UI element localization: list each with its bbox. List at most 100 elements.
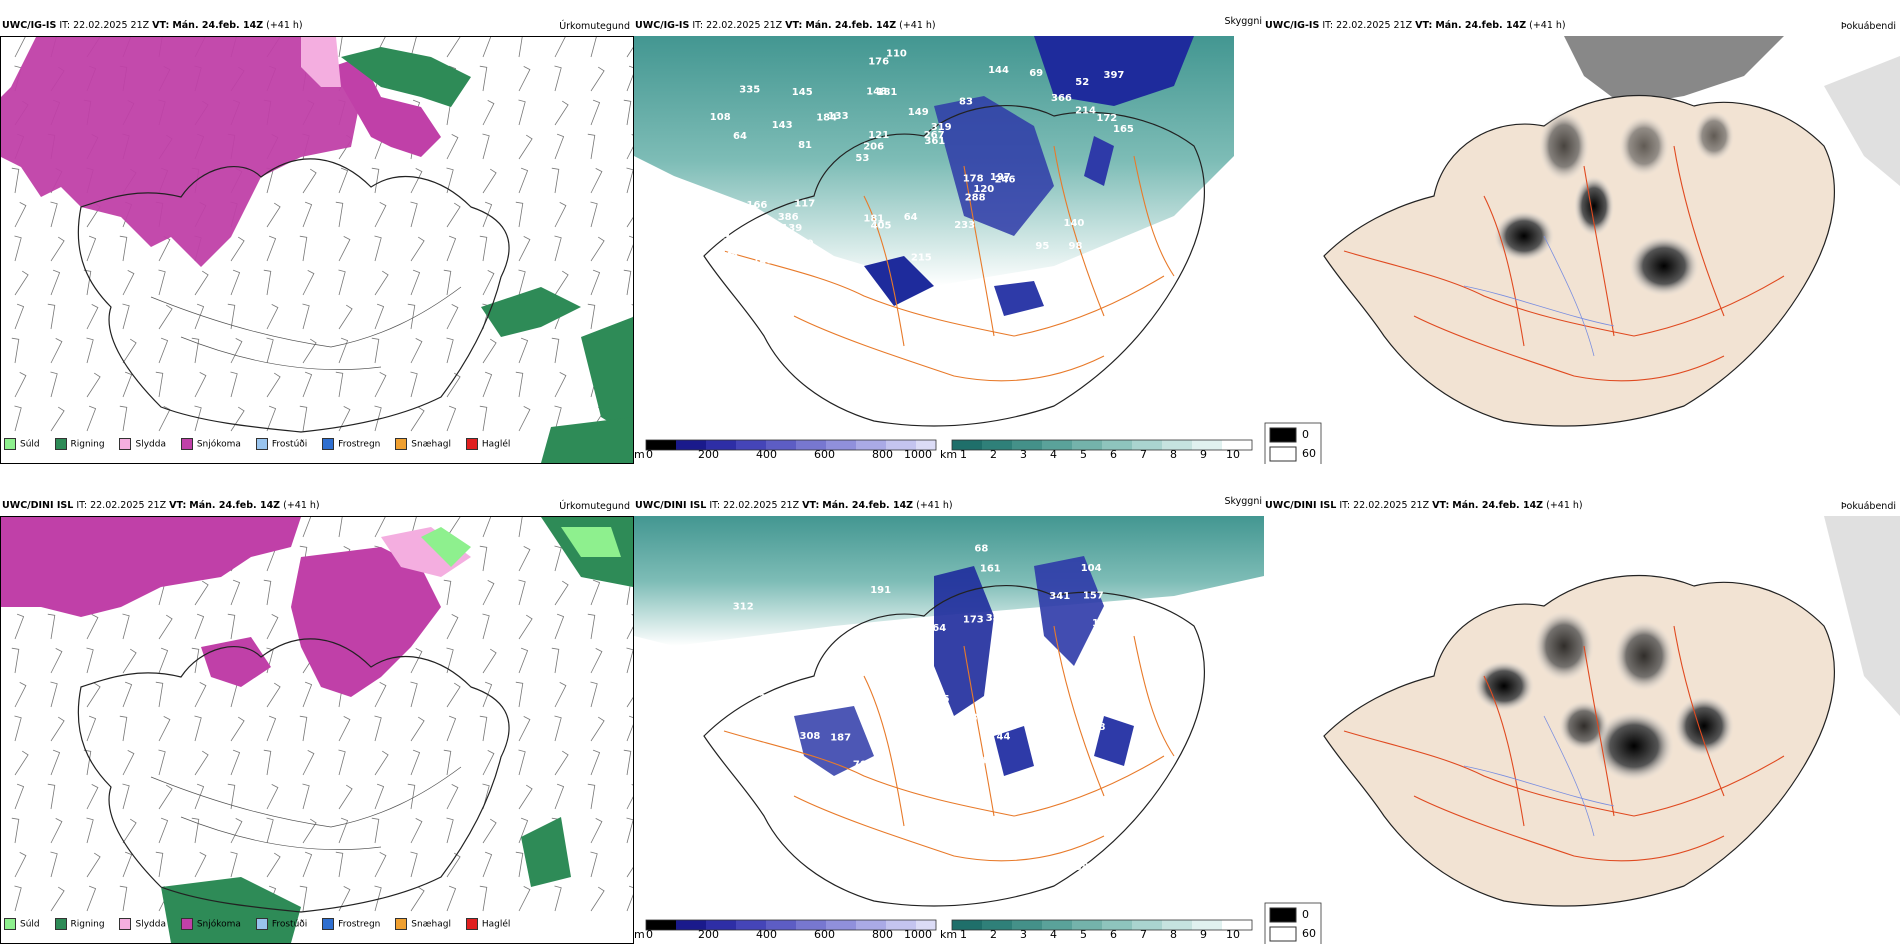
cloud-base-label: 246 <box>995 175 1016 186</box>
cloud-base-label: 79 <box>1014 826 1028 837</box>
wind-barb <box>194 750 209 776</box>
cloud-base-label: 346 <box>735 204 756 215</box>
wind-barb <box>122 303 130 330</box>
wind-barb <box>446 885 457 912</box>
wind-barb <box>518 269 526 296</box>
wind-barb <box>230 716 245 742</box>
panel-header: UWC/IG-IS IT: 22.02.2025 21Z VT: Mán. 24… <box>635 20 936 31</box>
precip-map <box>0 36 634 464</box>
wind-barb <box>482 201 493 228</box>
wind-barb <box>410 201 418 228</box>
fog-panel-bottom: UWC/DINI ISL IT: 22.02.2025 21Z VT: Mán.… <box>1264 494 1900 944</box>
cloud-base-label: 334 <box>1022 630 1043 641</box>
wind-barb <box>86 647 94 674</box>
wind-barb <box>374 270 389 296</box>
cloud-base-label: 139 <box>781 223 802 234</box>
wind-barb <box>482 681 493 708</box>
cloud-base-label: 191 <box>870 585 891 596</box>
cloud-base-label: 110 <box>886 48 907 59</box>
wind-barb <box>11 817 20 844</box>
wind-barb <box>371 337 380 364</box>
wind-barb <box>50 371 58 398</box>
wind-barb <box>266 715 277 742</box>
panel-title: Þokuábendi <box>1840 21 1896 32</box>
wind-barb <box>335 201 344 228</box>
legend-item: Snjókoma <box>180 918 241 930</box>
cloud-base-label: 366 <box>1051 93 1072 104</box>
cloud-base-label: 405 <box>871 221 892 232</box>
legend-item: Súld <box>4 438 40 450</box>
wind-barb <box>194 270 209 296</box>
wind-barb <box>266 682 281 708</box>
wind-barb <box>299 405 308 432</box>
wind-barb <box>446 202 461 228</box>
wind-barb <box>191 647 200 674</box>
wind-barb <box>590 201 598 228</box>
cloudbase-colorbar: m 0 200 400 600 800 1000 <box>634 436 944 464</box>
wind-barb <box>14 270 29 296</box>
wind-barb <box>302 517 312 538</box>
cloudbase-colorbar: m 0 200 400 600 800 1000 <box>634 916 944 944</box>
valid-time: Mán. 24.feb. 14Z <box>172 20 264 31</box>
wind-barb <box>518 37 523 58</box>
wind-barb <box>518 99 526 126</box>
wind-barb <box>50 201 58 228</box>
wind-barb <box>338 784 353 810</box>
cloud-base-label: 100 <box>718 682 739 693</box>
wind-barb <box>626 715 633 742</box>
wind-barb <box>47 783 56 810</box>
wind-barb <box>554 545 562 572</box>
cloud-base-label: 171 <box>759 639 780 650</box>
wind-barb <box>626 47 633 58</box>
cloud-base-label: 173 <box>963 614 984 625</box>
fog-colorbar: 0 60 <box>1264 422 1324 464</box>
cloud-base-label: 341 <box>1049 591 1070 602</box>
cloud-base-label: 208 <box>759 693 780 704</box>
wind-barb <box>554 405 562 432</box>
wind-barb <box>518 167 529 194</box>
cloud-base-label: 144 <box>988 65 1009 76</box>
wind-barb <box>518 749 526 776</box>
wind-barb <box>14 613 25 640</box>
cloud-base-label: 121 <box>1065 740 1086 751</box>
cloud-base-label: 52 <box>1075 77 1089 88</box>
wind-barb <box>374 682 387 708</box>
wind-barb <box>587 613 596 640</box>
wind-barb <box>158 784 173 810</box>
wind-barb <box>623 99 632 126</box>
legend-item: Slydda <box>119 438 166 450</box>
wind-barb <box>551 337 560 364</box>
cloud-base-label: 87 <box>1133 759 1147 770</box>
wind-barb <box>518 817 529 844</box>
legend-item: Frostregn <box>322 918 380 930</box>
wind-barb <box>230 818 243 844</box>
wind-barb <box>626 697 633 708</box>
wind-barb <box>86 614 99 640</box>
cloud-base-label: 161 <box>980 564 1001 575</box>
wind-barb <box>482 517 492 538</box>
wind-barb <box>374 202 387 228</box>
fog-panel-top: UWC/IG-IS IT: 22.02.2025 21Z VT: Mán. 24… <box>1264 14 1900 464</box>
wind-barb <box>554 100 569 126</box>
wind-barb <box>482 100 495 126</box>
wind-barb <box>371 817 380 844</box>
cloud-base-label: 117 <box>794 199 815 210</box>
panel-header: UWC/IG-IS IT: 22.02.2025 21Z VT: Mán. 24… <box>1265 20 1566 31</box>
wind-barb <box>626 867 633 878</box>
panel-title: Úrkomutegund <box>559 21 630 32</box>
wind-barb <box>338 406 351 432</box>
wind-barb <box>14 303 25 330</box>
cloud-base-label: 113 <box>989 865 1010 876</box>
wind-barb <box>410 851 418 878</box>
wind-barb <box>518 647 529 674</box>
wind-barb <box>590 818 603 844</box>
wind-barb <box>158 337 169 364</box>
wind-barb <box>374 715 382 742</box>
legend-swatch <box>4 438 16 450</box>
wind-barb <box>266 405 277 432</box>
wind-barb <box>158 817 169 844</box>
cloud-base-label: 226 <box>776 814 797 825</box>
wind-barb <box>587 303 596 330</box>
wind-barb <box>443 749 452 776</box>
wind-barb <box>302 818 317 844</box>
